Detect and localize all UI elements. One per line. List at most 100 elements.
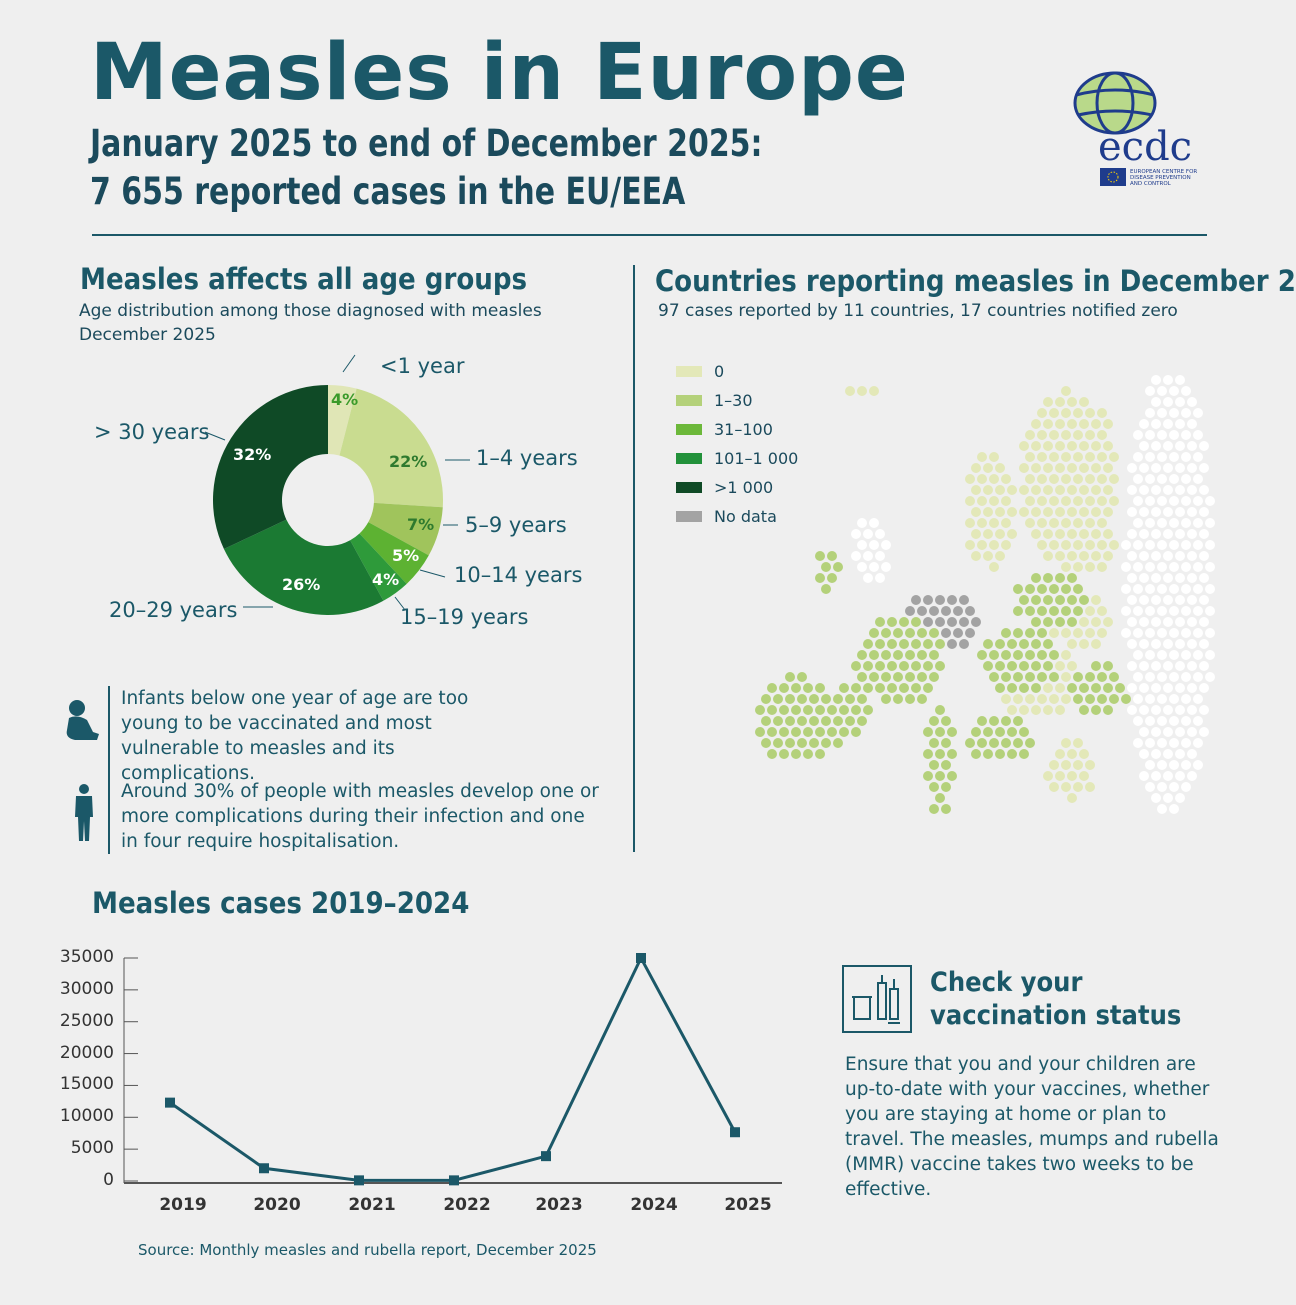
- map-hex: [905, 650, 915, 660]
- map-hex: [1139, 595, 1149, 605]
- map-hex: [983, 529, 993, 539]
- map-hex: [1097, 474, 1107, 484]
- map-hex: [1007, 683, 1017, 693]
- map-hex: [863, 683, 873, 693]
- map-hex: [1175, 397, 1185, 407]
- map-hex: [1163, 463, 1173, 473]
- map-hex: [1061, 518, 1071, 528]
- map-hex: [1109, 474, 1119, 484]
- map-hex: [1103, 441, 1113, 451]
- map-hex: [1187, 507, 1197, 517]
- map-hex: [1187, 419, 1197, 429]
- map-hex: [1067, 551, 1077, 561]
- map-hex: [1187, 463, 1197, 473]
- legend-item: 31–100: [676, 420, 773, 439]
- map-hex: [1169, 584, 1179, 594]
- map-hex: [1139, 419, 1149, 429]
- map-hex: [1193, 430, 1203, 440]
- map-hex: [839, 727, 849, 737]
- map-hex: [1103, 551, 1113, 561]
- map-hex: [1109, 540, 1119, 550]
- map-hex: [1097, 430, 1107, 440]
- y-tick-label: 25000: [59, 1010, 114, 1031]
- map-hex: [1199, 441, 1209, 451]
- map-hex: [1193, 474, 1203, 484]
- map-hex: [1139, 551, 1149, 561]
- map-hex: [983, 749, 993, 759]
- map-hex: [1133, 496, 1143, 506]
- map-hex: [1055, 551, 1065, 561]
- map-hex: [1067, 771, 1077, 781]
- map-hex: [1037, 518, 1047, 528]
- map-hex: [905, 672, 915, 682]
- map-hex: [1025, 474, 1035, 484]
- map-hex: [1091, 661, 1101, 671]
- map-hex: [1151, 397, 1161, 407]
- map-hex: [917, 694, 927, 704]
- logo-text: ecdc: [1098, 124, 1192, 170]
- map-hex: [881, 650, 891, 660]
- map-hex: [1085, 540, 1095, 550]
- map-hex: [881, 540, 891, 550]
- map-hex: [977, 496, 987, 506]
- map-hex: [881, 628, 891, 638]
- map-hex: [1031, 573, 1041, 583]
- map-hex: [917, 650, 927, 660]
- map-hex: [1037, 650, 1047, 660]
- map-hex: [1181, 540, 1191, 550]
- map-hex: [1055, 617, 1065, 627]
- map-hex: [1181, 760, 1191, 770]
- leader-line: [419, 569, 446, 578]
- map-hex: [1181, 584, 1191, 594]
- map-hex: [1193, 540, 1203, 550]
- map-hex: [1163, 441, 1173, 451]
- map-hex: [1031, 705, 1041, 715]
- map-hex: [1169, 518, 1179, 528]
- map-hex: [1091, 441, 1101, 451]
- map-hex: [833, 562, 843, 572]
- map-hex: [1037, 496, 1047, 506]
- map-hex: [989, 540, 999, 550]
- map-hex: [1163, 595, 1173, 605]
- map-hex: [1145, 606, 1155, 616]
- subtitle-period: January 2025 to end of December 2025:: [90, 122, 763, 165]
- map-hex: [1079, 595, 1089, 605]
- map-hex: [863, 529, 873, 539]
- map-hex: [1127, 485, 1137, 495]
- map-hex: [1043, 441, 1053, 451]
- percent-label: 4%: [331, 390, 359, 409]
- map-hex: [1139, 661, 1149, 671]
- x-tick-label: 2023: [535, 1195, 583, 1215]
- map-hex: [1055, 485, 1065, 495]
- map-hex: [815, 683, 825, 693]
- map-hex: [1085, 562, 1095, 572]
- map-hex: [1073, 562, 1083, 572]
- map-hex: [1091, 485, 1101, 495]
- map-hex: [1067, 661, 1077, 671]
- map-hex: [1043, 771, 1053, 781]
- map-hex: [1145, 760, 1155, 770]
- map-hex: [1097, 562, 1107, 572]
- map-hex: [851, 551, 861, 561]
- donut-slice: [223, 519, 384, 615]
- map-hex: [845, 694, 855, 704]
- data-point: [449, 1175, 459, 1186]
- map-hex: [1139, 749, 1149, 759]
- map-hex: [1091, 639, 1101, 649]
- map-hex: [1043, 661, 1053, 671]
- map-hex: [965, 474, 975, 484]
- map-hex: [1181, 430, 1191, 440]
- map-hex: [1067, 639, 1077, 649]
- map-hex: [1043, 573, 1053, 583]
- map-hex: [1019, 661, 1029, 671]
- map-hex: [905, 694, 915, 704]
- map-hex: [1007, 485, 1017, 495]
- map-hex: [1067, 683, 1077, 693]
- y-tick-label: 10000: [59, 1106, 114, 1127]
- y-tick-label: 20000: [59, 1042, 114, 1063]
- map-hex: [1169, 628, 1179, 638]
- map-hex: [1073, 760, 1083, 770]
- map-hex: [1091, 529, 1101, 539]
- map-hex: [1169, 694, 1179, 704]
- map-hex: [1133, 606, 1143, 616]
